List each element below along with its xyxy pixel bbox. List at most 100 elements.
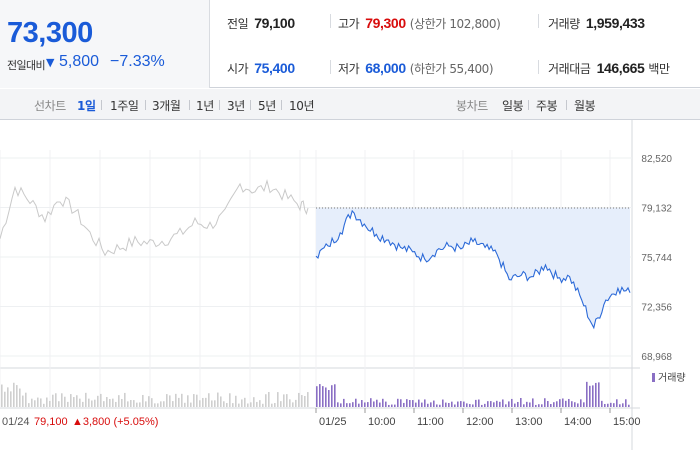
volume-bar: [430, 402, 432, 407]
volume-bar: [196, 394, 198, 407]
volume-bar: [553, 402, 555, 407]
stat-label: 거래대금: [548, 62, 591, 76]
volume-bar: [13, 382, 15, 407]
stat-high: 고가 79,300 (상한가 102,800): [338, 15, 501, 32]
volume-bar: [454, 404, 456, 407]
amount-unit: 백만: [648, 62, 670, 76]
volume-bar: [412, 400, 414, 407]
volume-bar: [22, 395, 24, 407]
lower-limit-text: (하한가 55,400): [409, 62, 494, 76]
volume-bar: [616, 399, 618, 407]
change-value: 5,800: [59, 53, 100, 70]
stat-volume: 거래량 1,959,433: [548, 15, 645, 32]
volume-bar: [46, 397, 48, 407]
volume-bar: [190, 402, 192, 407]
volume-bar: [556, 401, 558, 407]
volume-bar: [544, 398, 546, 407]
volume-bar: [1, 384, 3, 407]
candle-chart-label: 봉차트: [456, 99, 488, 113]
volume-bar: [604, 403, 606, 407]
volume-bar: [349, 403, 351, 407]
y-tick-label: 79,132: [641, 204, 672, 215]
period-selector-bar: 선차트 1일 1주일 3개월 1년 3년 5년 10년 봉차트 일봉 주봉 월봉: [0, 89, 700, 120]
divider: [330, 14, 331, 28]
stat-label: 시가: [227, 62, 249, 76]
period-1day-button[interactable]: 1일: [77, 99, 96, 113]
volume-bar: [352, 402, 354, 407]
period-1week-button[interactable]: 1주일: [110, 99, 139, 113]
period-3month-button[interactable]: 3개월: [152, 99, 181, 113]
volume-bar: [613, 403, 615, 407]
period-5year-button[interactable]: 5년: [258, 99, 276, 113]
volume-bar: [253, 397, 255, 407]
volume-bar: [112, 398, 114, 407]
volume-bar: [181, 393, 183, 407]
volume-bar: [568, 398, 570, 407]
change-label: 전일대비: [7, 59, 46, 72]
volume-bar: [394, 404, 396, 407]
period-10year-button[interactable]: 10년: [289, 99, 315, 113]
volume-bar: [259, 400, 261, 407]
volume-bar: [103, 401, 105, 407]
candle-daily-button[interactable]: 일봉: [502, 99, 524, 113]
stat-label: 고가: [338, 17, 360, 31]
volume-bar: [532, 398, 534, 407]
volume-bar: [223, 401, 225, 407]
volume-bar: [514, 403, 516, 407]
volume-bar: [97, 395, 99, 407]
today-series: [315, 207, 631, 330]
volume-bar: [559, 399, 561, 407]
volume-bar: [607, 403, 609, 407]
volume-bar: [460, 401, 462, 407]
volume-bar: [466, 403, 468, 407]
stat-value: 79,300: [365, 15, 406, 31]
volume-bar: [379, 402, 381, 407]
volume-bar: [541, 404, 543, 407]
volume-bar: [106, 397, 108, 407]
volume-bar: [100, 393, 102, 407]
volume-bar: [238, 403, 240, 407]
period-1year-button[interactable]: 1년: [196, 99, 214, 113]
volume-bar: [136, 402, 138, 407]
intraday-price-chart[interactable]: 82,520 79,132 75,744 72,356 68,968 거래량 01/25…: [0, 120, 700, 450]
period-3year-button[interactable]: 3년: [227, 99, 245, 113]
volume-bar: [127, 401, 129, 407]
volume-bar: [211, 400, 213, 407]
volume-bar: [583, 402, 585, 407]
volume-bar: [118, 395, 120, 407]
volume-bar: [4, 391, 6, 407]
volume-bar: [76, 395, 78, 407]
volume-bar: [418, 399, 420, 407]
stat-value: 146,665: [596, 60, 645, 76]
volume-bar: [88, 398, 90, 407]
volume-bar: [25, 392, 27, 407]
volume-bar: [592, 385, 594, 407]
volume-bar: [265, 394, 267, 407]
volume-bar: [406, 399, 408, 407]
volume-bar: [184, 402, 186, 407]
volume-bar: [625, 399, 627, 407]
volume-bar: [586, 381, 588, 407]
x-tick-label: 10:00: [368, 416, 396, 428]
volume-bar: [73, 397, 75, 407]
x-axis: 01/25 10:00 11:00 12:00 13:00 14:00 15:00 01/24…: [2, 408, 641, 428]
volume-bar: [361, 400, 363, 407]
volume-bar: [304, 396, 306, 407]
volume-bar: [397, 398, 399, 407]
volume-bar: [289, 399, 291, 407]
candle-monthly-button[interactable]: 월봉: [574, 99, 596, 113]
volume-bar: [409, 400, 411, 407]
volume-bar: [169, 395, 171, 407]
volume-bar: [589, 385, 591, 407]
volume-bar: [121, 398, 123, 407]
volume-bar: [478, 399, 480, 407]
volume-bar: [523, 404, 525, 407]
volume-bar: [49, 400, 51, 407]
volume-bar: [133, 400, 135, 407]
volume-bar: [139, 402, 141, 407]
volume-bar: [148, 396, 150, 407]
candle-weekly-button[interactable]: 주봉: [536, 99, 558, 113]
volume-bar: [571, 401, 573, 407]
volume-bar: [199, 400, 201, 407]
volume-bar: [610, 402, 612, 407]
